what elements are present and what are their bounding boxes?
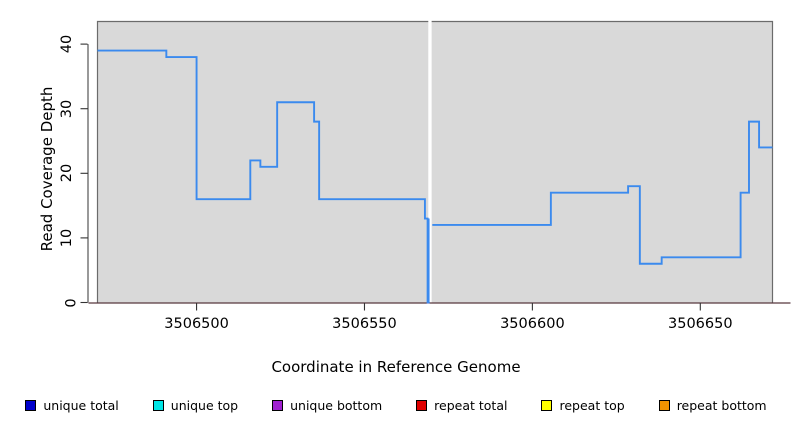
legend-swatch-icon	[658, 400, 670, 411]
plot-frame	[96, 20, 774, 303]
plot-panel-right	[431, 21, 773, 303]
y-tick-label: 40	[57, 34, 75, 54]
y-tick-label-text: 20	[58, 164, 75, 183]
legend-swatch-icon	[272, 400, 284, 411]
x-axis-title: Coordinate in Reference Genome	[271, 358, 521, 376]
series-unique-total-line	[97, 49, 773, 304]
x-tick-label: 3506650	[668, 315, 733, 332]
legend-swatch-icon	[152, 400, 164, 411]
y-axis-title: Read Coverage Depth	[38, 86, 56, 252]
legend-label: unique top	[170, 398, 239, 413]
plot-panel-left	[97, 21, 429, 303]
y-tick-label-text: 10	[58, 228, 75, 248]
y-tick-label-text: 30	[58, 99, 75, 118]
y-tick-label-text: 40	[58, 34, 75, 54]
x-tick-label: 3506500	[164, 315, 229, 332]
y-tick-label: 20	[57, 164, 75, 183]
legend-label: unique bottom	[290, 398, 383, 413]
y-tick-label: 0	[63, 295, 79, 311]
x-tick-label: 3506600	[500, 315, 565, 332]
legend-swatch-icon	[416, 400, 428, 411]
legend-label: repeat bottom	[676, 398, 767, 413]
legend-label: unique total	[43, 398, 119, 413]
legend-item[interactable]: unique bottom	[272, 398, 382, 413]
legend-swatch-icon	[25, 400, 37, 411]
chart-legend: unique total unique top unique bottom repea…	[0, 398, 792, 413]
panel-gutter	[429, 21, 431, 302]
legend-item[interactable]: repeat total	[416, 398, 507, 413]
legend-label: repeat top	[559, 398, 625, 413]
legend-item[interactable]: repeat top	[541, 398, 625, 413]
x-tick-label: 3506550	[332, 315, 397, 332]
legend-item[interactable]: unique top	[152, 398, 239, 413]
legend-item[interactable]: repeat bottom	[658, 398, 767, 413]
y-tick-label: 10	[57, 228, 75, 248]
legend-label: repeat total	[434, 398, 508, 413]
legend-swatch-icon	[541, 400, 553, 411]
y-tick-label-text: 0	[62, 297, 79, 308]
y-tick-label: 30	[57, 99, 75, 118]
legend-item[interactable]: unique total	[25, 398, 119, 413]
